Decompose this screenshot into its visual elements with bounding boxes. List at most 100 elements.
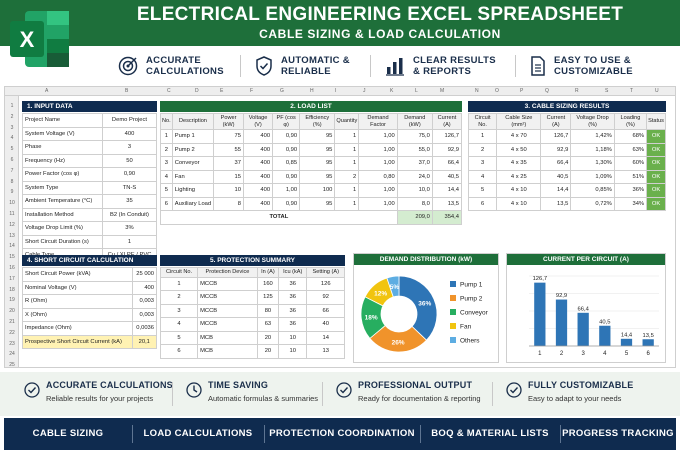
load-cell[interactable]: Fan xyxy=(171,169,215,184)
load-cell[interactable]: Auxiliary Load xyxy=(171,196,215,211)
prot-cell[interactable]: 92 xyxy=(306,290,345,305)
cable-cell[interactable]: 126,7 xyxy=(540,129,572,144)
column-header[interactable]: G xyxy=(280,88,284,94)
prot-cell[interactable]: MCCB xyxy=(197,290,258,305)
status-badge[interactable]: OK xyxy=(646,169,666,184)
status-badge[interactable]: OK xyxy=(646,142,666,157)
prot-cell[interactable]: 2 xyxy=(159,290,199,305)
load-header-cell[interactable]: Voltage (V) xyxy=(242,113,274,130)
load-cell[interactable]: 10 xyxy=(213,183,244,198)
input-label[interactable]: System Type xyxy=(22,180,103,195)
row-header[interactable]: 24 xyxy=(9,351,15,358)
load-cell[interactable]: 4 xyxy=(160,169,173,184)
prot-cell[interactable]: MCB xyxy=(197,344,258,359)
column-header[interactable]: K xyxy=(390,88,394,94)
prot-header-cell[interactable]: Circuit No. xyxy=(159,267,199,278)
column-header[interactable]: T xyxy=(630,88,634,94)
input-value[interactable]: 0,90 xyxy=(101,167,158,182)
cable-cell[interactable]: 34% xyxy=(613,196,648,211)
sc-result-value[interactable]: 20,1 xyxy=(131,334,158,349)
row-header[interactable]: 21 xyxy=(9,319,15,325)
prot-header-cell[interactable]: Icu (kA) xyxy=(278,267,308,278)
load-cell[interactable]: 40,5 xyxy=(431,169,463,184)
status-badge[interactable]: OK xyxy=(646,129,666,144)
row-header[interactable]: 10 xyxy=(9,200,15,207)
column-header[interactable]: C xyxy=(167,88,171,94)
load-cell[interactable]: 75,0 xyxy=(396,129,433,144)
prot-cell[interactable]: MCCB xyxy=(197,303,258,318)
input-value[interactable]: TN-S xyxy=(101,180,158,195)
load-cell[interactable]: 400 xyxy=(242,183,274,198)
row-header[interactable]: 4 xyxy=(10,135,14,142)
nav-cable-sizing[interactable]: CABLE SIZING xyxy=(32,428,104,439)
row-header[interactable]: 16 xyxy=(9,265,15,271)
sc-value[interactable]: 0,0036 xyxy=(131,321,158,336)
cable-cell[interactable]: 60% xyxy=(613,156,648,171)
row-header[interactable]: 18 xyxy=(9,286,15,293)
input-label[interactable]: Voltage Drop Limit (%) xyxy=(22,221,103,236)
prot-cell[interactable]: 36 xyxy=(278,276,308,291)
cable-header-cell[interactable]: Loading (%) xyxy=(613,113,648,130)
load-cell[interactable]: 75 xyxy=(213,129,244,144)
column-header[interactable]: D xyxy=(195,88,199,94)
prot-cell[interactable]: 10 xyxy=(278,344,308,359)
load-total-demand[interactable]: 209,0 xyxy=(396,210,433,225)
load-cell[interactable]: 37,0 xyxy=(396,156,433,171)
load-cell[interactable]: 0,85 xyxy=(272,156,301,171)
cable-cell[interactable]: 4 x 25 xyxy=(496,169,542,184)
column-header[interactable]: I xyxy=(335,88,337,94)
load-cell[interactable]: 400 xyxy=(242,196,274,211)
load-cell[interactable]: 55,0 xyxy=(396,142,433,157)
load-header-cell[interactable]: Quantity xyxy=(334,113,360,130)
cable-cell[interactable]: 36% xyxy=(613,183,648,198)
input-value[interactable]: Demo Project xyxy=(101,113,158,128)
column-header[interactable]: O xyxy=(495,88,499,94)
cable-cell[interactable]: 6 xyxy=(467,196,498,211)
load-cell[interactable]: 0,90 xyxy=(272,142,301,157)
row-header[interactable]: 5 xyxy=(10,146,14,153)
cable-cell[interactable]: 1,42% xyxy=(570,129,615,144)
load-cell[interactable]: 95 xyxy=(299,142,336,157)
sc-label[interactable]: Impedance (Ohm) xyxy=(22,321,133,336)
prot-cell[interactable]: 6 xyxy=(159,344,199,359)
load-cell[interactable]: 1,00 xyxy=(272,183,301,198)
column-header[interactable]: P xyxy=(520,88,524,94)
load-cell[interactable]: 8,0 xyxy=(396,196,433,211)
input-label[interactable]: Power Factor (cos φ) xyxy=(22,167,103,182)
cable-cell[interactable]: 13,5 xyxy=(540,196,572,211)
load-cell[interactable]: 126,7 xyxy=(431,129,463,144)
cable-header-cell[interactable]: Current (A) xyxy=(540,113,572,130)
sc-value[interactable]: 0,003 xyxy=(131,294,158,309)
load-cell[interactable]: 0,90 xyxy=(272,169,301,184)
cable-cell[interactable]: 14,4 xyxy=(540,183,572,198)
column-header[interactable]: U xyxy=(655,88,659,94)
cable-cell[interactable]: 40,5 xyxy=(540,169,572,184)
load-header-cell[interactable]: Description xyxy=(171,113,215,130)
load-cell[interactable]: 24,0 xyxy=(396,169,433,184)
cable-header-cell[interactable]: Status xyxy=(646,113,666,130)
column-header[interactable]: Q xyxy=(545,88,549,94)
cable-cell[interactable]: 1,30% xyxy=(570,156,615,171)
prot-cell[interactable]: 160 xyxy=(256,276,280,291)
cable-cell[interactable]: 4 x 50 xyxy=(496,142,542,157)
sc-label[interactable]: X (Ohm) xyxy=(22,307,133,322)
prot-cell[interactable]: 63 xyxy=(256,317,280,332)
sc-label[interactable]: Short Circuit Power (kVA) xyxy=(22,267,133,282)
cable-header-cell[interactable]: Circuit No. xyxy=(467,113,498,130)
prot-header-cell[interactable]: In (A) xyxy=(256,267,280,278)
cable-cell[interactable]: 4 x 70 xyxy=(496,129,542,144)
prot-cell[interactable]: 126 xyxy=(306,276,345,291)
load-cell[interactable]: Lighting xyxy=(171,183,215,198)
load-header-cell[interactable]: PF (cos φ) xyxy=(272,113,301,130)
sc-value[interactable]: 0,003 xyxy=(131,307,158,322)
input-value[interactable]: B2 (In Conduit) xyxy=(101,207,158,222)
load-cell[interactable]: 95 xyxy=(299,169,336,184)
load-cell[interactable]: 1,00 xyxy=(358,156,398,171)
row-header[interactable]: 3 xyxy=(10,124,14,131)
column-header[interactable]: B xyxy=(125,88,129,94)
cable-cell[interactable]: 1,18% xyxy=(570,142,615,157)
row-header[interactable]: 12 xyxy=(9,221,15,228)
sc-value[interactable]: 25 000 xyxy=(131,267,158,282)
input-value[interactable]: 3 xyxy=(101,140,158,155)
load-cell[interactable]: 6 xyxy=(160,196,173,211)
